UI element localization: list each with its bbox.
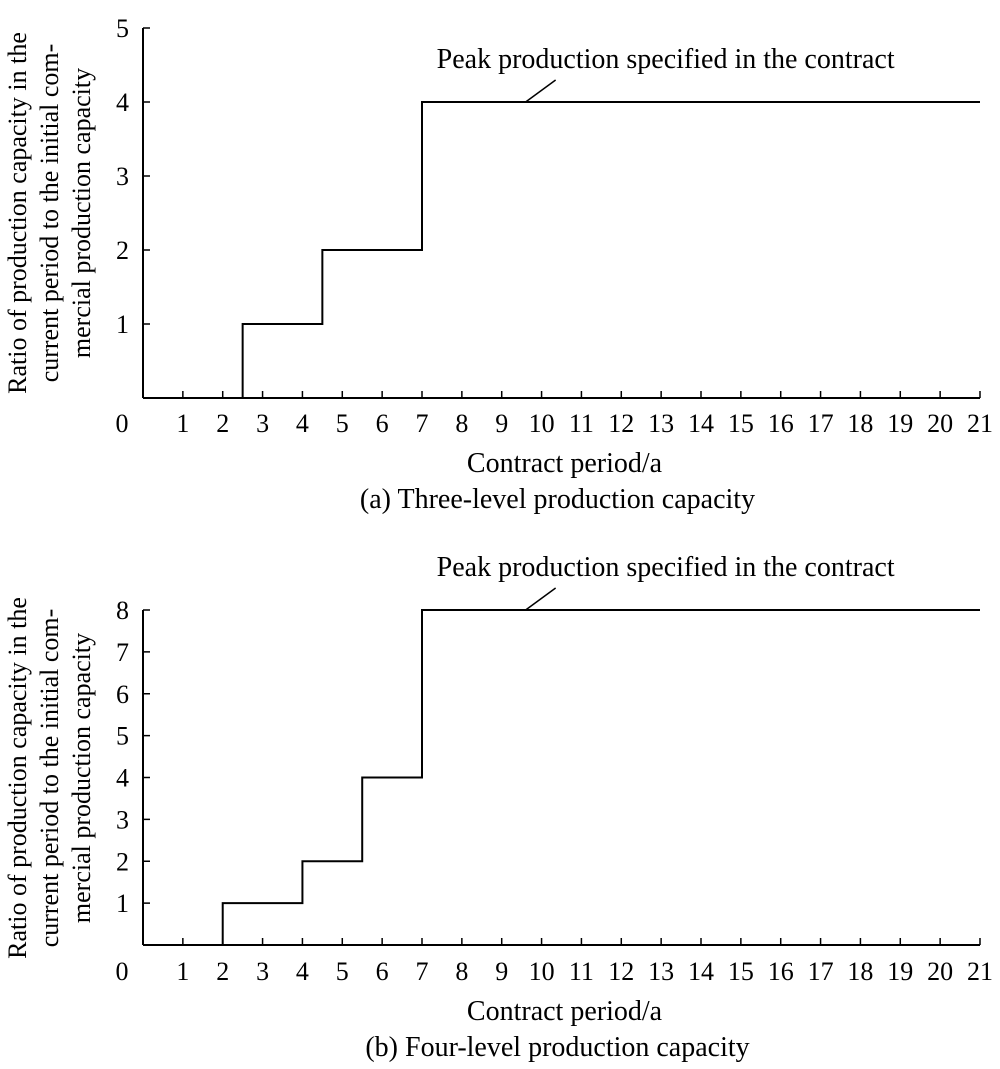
series-line xyxy=(221,609,980,945)
x-axis-label: Contract period/a xyxy=(467,996,663,1027)
series-line xyxy=(241,101,980,398)
y-tick-label: 8 xyxy=(116,596,129,625)
x-tick-label: 1 xyxy=(176,409,189,438)
x-tick-label: 4 xyxy=(296,957,309,986)
x-tick-label: 16 xyxy=(768,957,794,986)
y-tick-label: 1 xyxy=(116,889,129,918)
annotation-leader xyxy=(525,587,557,611)
x-tick-label: 13 xyxy=(648,409,674,438)
x-tick-label: 14 xyxy=(688,409,714,438)
y-tick-label: 3 xyxy=(116,162,129,191)
panel-caption: (a) Three-level production capacity xyxy=(360,484,755,515)
annotation-text: Peak production specified in the contrac… xyxy=(437,44,895,75)
y-tick-label: 1 xyxy=(116,310,129,339)
x-tick-label: 4 xyxy=(296,409,309,438)
y-tick-label: 5 xyxy=(116,14,129,43)
x-tick-label: 1 xyxy=(176,957,189,986)
y-tick-label: 6 xyxy=(116,680,129,709)
x-tick-label: 9 xyxy=(495,957,508,986)
chart-panel-b: 0 1 2 3 4 5 6 7 8 9 10 11 12 13 14 15 16 17 18 19 20 21123456… xyxy=(3,552,993,1063)
x-tick-label: 2 xyxy=(216,957,229,986)
y-tick-label: 7 xyxy=(116,638,129,667)
x-tick-label: 7 xyxy=(416,957,429,986)
y-tick-label: 2 xyxy=(116,847,129,876)
y-axis-label-line: current period to the initial com- xyxy=(35,609,64,948)
x-tick-label: 5 xyxy=(336,957,349,986)
annotation-text: Peak production specified in the contrac… xyxy=(437,552,895,583)
x-tick-label: 21 xyxy=(967,957,993,986)
chart-panel-a: 0 1 2 3 4 5 6 7 8 9 10 11 12 13 14 15 16 17 18 19 20 2112345P… xyxy=(3,14,993,515)
x-tick-label: 17 xyxy=(808,409,834,438)
y-axis-label-line: current period to the initial com- xyxy=(35,44,64,383)
y-tick-label: 4 xyxy=(116,764,129,793)
x-tick-label: 20 xyxy=(927,409,953,438)
x-tick-label: 0 xyxy=(116,957,129,986)
x-tick-label: 10 xyxy=(529,957,555,986)
x-tick-label: 9 xyxy=(495,409,508,438)
x-tick-label: 6 xyxy=(376,957,389,986)
x-axis-label: Contract period/a xyxy=(467,448,663,479)
panel-caption: (b) Four-level production capacity xyxy=(365,1032,749,1063)
x-tick-label: 12 xyxy=(608,409,634,438)
x-tick-label: 8 xyxy=(455,409,468,438)
y-tick-label: 2 xyxy=(116,236,129,265)
x-tick-label: 16 xyxy=(768,409,794,438)
y-tick-label: 4 xyxy=(116,88,129,117)
x-tick-label: 8 xyxy=(455,957,468,986)
x-tick-label: 19 xyxy=(887,409,913,438)
x-tick-label: 10 xyxy=(529,409,555,438)
annotation-leader xyxy=(525,79,557,103)
y-tick-label: 3 xyxy=(116,805,129,834)
y-tick-label: 5 xyxy=(116,722,129,751)
x-tick-label: 17 xyxy=(808,957,834,986)
x-tick-label: 3 xyxy=(256,409,269,438)
x-tick-label: 20 xyxy=(927,957,953,986)
y-axis-label-line: mercial production capacity xyxy=(67,68,96,358)
y-axis-label-line: Ratio of production capacity in the xyxy=(3,32,32,394)
y-axis-label-line: Ratio of production capacity in the xyxy=(3,597,32,959)
x-tick-label: 7 xyxy=(416,409,429,438)
x-tick-label: 11 xyxy=(569,957,594,986)
x-tick-label: 6 xyxy=(376,409,389,438)
x-tick-label: 19 xyxy=(887,957,913,986)
x-tick-label: 21 xyxy=(967,409,993,438)
x-tick-label: 5 xyxy=(336,409,349,438)
x-tick-label: 15 xyxy=(728,409,754,438)
x-tick-label: 14 xyxy=(688,957,714,986)
x-tick-label: 18 xyxy=(847,957,873,986)
x-tick-label: 11 xyxy=(569,409,594,438)
x-tick-label: 0 xyxy=(116,409,129,438)
y-axis-label-line: mercial production capacity xyxy=(67,633,96,923)
x-tick-label: 15 xyxy=(728,957,754,986)
x-tick-label: 13 xyxy=(648,957,674,986)
x-tick-label: 12 xyxy=(608,957,634,986)
x-tick-label: 2 xyxy=(216,409,229,438)
x-tick-label: 18 xyxy=(847,409,873,438)
x-tick-label: 3 xyxy=(256,957,269,986)
